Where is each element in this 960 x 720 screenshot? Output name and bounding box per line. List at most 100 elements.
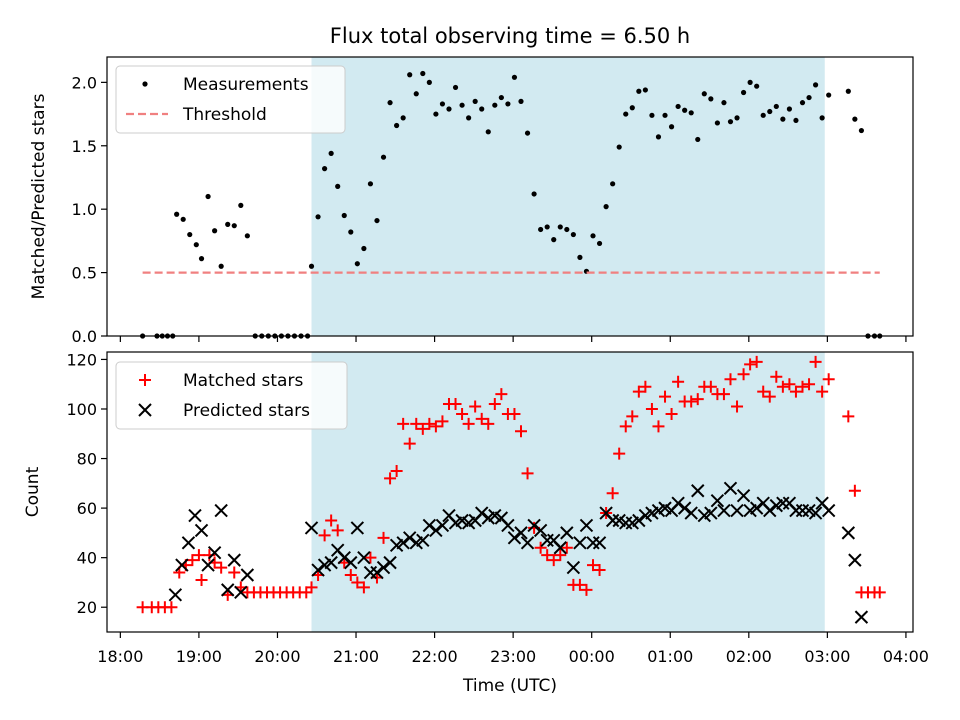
predicted-point	[227, 553, 241, 567]
predicted-point	[605, 513, 620, 528]
predicted-point	[221, 583, 235, 597]
matched-point	[731, 400, 744, 413]
measurement-point	[819, 115, 825, 121]
measurement-point	[747, 79, 753, 85]
measurement-point	[315, 214, 321, 220]
matched-point	[305, 581, 318, 594]
measurement-point	[387, 100, 393, 106]
predicted-point	[435, 518, 450, 533]
predicted-point	[520, 536, 535, 550]
y-tick-label: 80	[77, 450, 97, 469]
matched-point	[848, 484, 861, 497]
matched-point	[325, 514, 338, 527]
matched-point	[737, 368, 750, 381]
x-tick-label: 19:00	[176, 647, 222, 666]
measurement-point	[727, 119, 734, 125]
legend-frame-top	[115, 65, 346, 134]
measurement-point	[544, 224, 550, 230]
measurement-point	[380, 154, 387, 160]
measurement-point	[786, 106, 793, 112]
matched-point	[560, 541, 573, 554]
matched-point	[724, 373, 737, 386]
measurement-point	[485, 129, 491, 135]
predicted-point	[854, 610, 869, 624]
measurement-point	[335, 183, 341, 189]
measurement-point	[570, 231, 576, 238]
y-axis-label-ratio: Matched/Predicted stars	[29, 93, 49, 299]
measurement-point	[557, 224, 563, 230]
legend-label-measurements: Measurements	[183, 75, 309, 95]
matched-point	[384, 472, 397, 485]
matched-point	[613, 447, 626, 460]
measurement-point	[773, 103, 779, 110]
matched-point	[390, 464, 403, 477]
ratio-panel: 0.00.51.01.52.0 Matched/Predicted stars …	[29, 56, 914, 346]
legend-swatch-predicted	[138, 403, 152, 417]
predicted-point	[789, 503, 803, 518]
measurement-point	[675, 103, 681, 110]
measurement-point	[505, 101, 511, 107]
matched-point	[691, 393, 704, 406]
predicted-point	[201, 558, 215, 572]
measurement-point	[174, 211, 180, 217]
measurement-point	[308, 263, 315, 269]
matched-point	[763, 390, 776, 403]
y-axis-label-count: Count	[23, 466, 43, 517]
measurement-point	[682, 107, 688, 113]
measurement-point	[407, 72, 413, 78]
matched-point	[534, 541, 547, 554]
measurement-point	[668, 124, 675, 130]
matched-point	[436, 415, 449, 428]
measurement-point	[845, 88, 851, 94]
predicted-point	[207, 546, 222, 560]
predicted-point	[632, 513, 646, 528]
measurement-point	[198, 256, 205, 262]
x-tick-label: 00:00	[569, 647, 615, 666]
predicted-point	[710, 493, 725, 508]
predicted-point	[808, 506, 823, 520]
measurement-point	[701, 91, 707, 97]
measurement-point	[812, 82, 819, 88]
predicted-point	[704, 506, 718, 520]
predicted-point	[501, 518, 515, 533]
measurement-point	[231, 223, 237, 229]
matched-point	[357, 581, 370, 594]
legend-label-predicted: Predicted stars	[183, 401, 310, 421]
matched-point	[796, 380, 809, 393]
predicted-point	[507, 531, 522, 545]
measurement-point	[452, 84, 459, 91]
measurement-point	[498, 94, 504, 101]
matched-point	[449, 398, 462, 411]
predicted-point	[717, 503, 731, 518]
legend-frame-bottom	[115, 361, 348, 430]
observing-window-shade-top	[311, 57, 825, 336]
chart-title: Flux total observing time = 6.50 h	[330, 24, 690, 48]
measurement-point	[341, 212, 347, 219]
predicted-point	[429, 523, 443, 538]
measurement-point	[662, 112, 668, 118]
matched-point	[652, 420, 665, 433]
measurement-point	[623, 111, 629, 117]
matched-point	[803, 378, 816, 391]
predicted-point	[337, 550, 351, 565]
measurement-point	[328, 150, 334, 156]
matched-point	[228, 566, 241, 579]
matched-point	[488, 398, 501, 411]
measurement-point	[577, 254, 583, 260]
predicted-point	[357, 550, 371, 565]
matched-point	[344, 569, 357, 582]
matched-point	[331, 524, 344, 537]
measurement-point	[655, 134, 662, 140]
matched-point	[410, 417, 423, 430]
measurement-point	[394, 122, 400, 129]
legend-label-matched: Matched stars	[183, 371, 303, 391]
measurement-point	[590, 233, 596, 239]
predicted-point	[214, 503, 228, 518]
measurement-point	[538, 226, 544, 233]
measurement-point	[642, 87, 648, 93]
matched-point	[665, 407, 678, 420]
predicted-point	[181, 536, 196, 550]
measurement-point	[714, 120, 720, 126]
predicted-point	[776, 496, 790, 510]
y-tick-label: 1.0	[72, 200, 97, 219]
